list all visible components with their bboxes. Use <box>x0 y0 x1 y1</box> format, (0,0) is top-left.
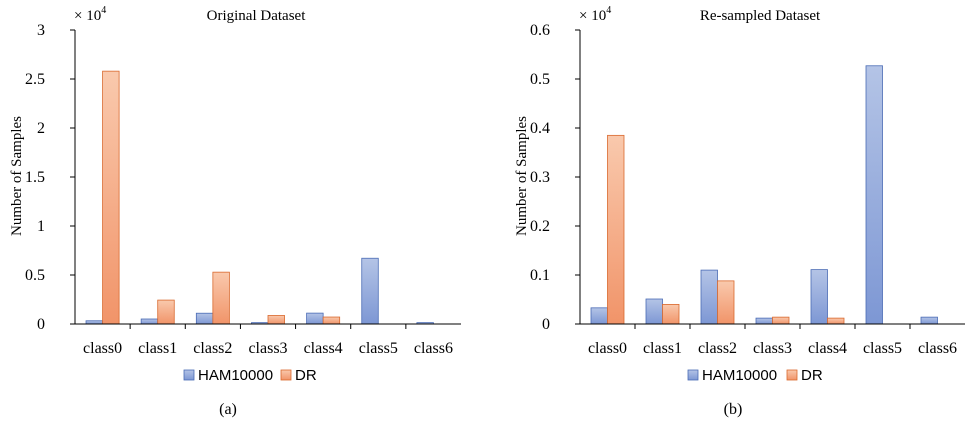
chart-b-ytick-label: 0.5 <box>530 71 550 88</box>
legend-a-label-ham10000: HAM10000 <box>198 367 273 384</box>
legend-b-label-ham10000: HAM10000 <box>702 367 777 384</box>
chart-b-bar-dr-class2 <box>717 280 735 325</box>
chart-b-legend: HAM10000 DR <box>687 367 823 384</box>
chart-a-x-axis-ticks: class0 class1 class2 class3 class4 class5 clas… <box>83 324 453 357</box>
chart-b-bar-ham10000-class2 <box>700 269 718 325</box>
chart-a-ytick-label: 1.5 <box>25 169 45 186</box>
legend-b-swatch-dr <box>786 369 798 381</box>
chart-b-bar-ham10000-class4 <box>810 269 828 325</box>
chart-a-ytick-label: 2 <box>37 120 45 137</box>
chart-a-ytick-label: 1 <box>37 218 45 235</box>
chart-a-bar-dr-class0 <box>102 70 120 325</box>
chart-a-bar-dr-class4 <box>322 316 341 325</box>
chart-b-xtick-label: class2 <box>698 340 737 357</box>
chart-a-bars <box>85 70 434 325</box>
chart-b-ylabel: Number of Samples <box>514 116 530 236</box>
legend-b-label-dr: DR <box>801 367 823 384</box>
chart-a-bar-dr-class3 <box>267 315 285 325</box>
chart-b-bar-ham10000-class5 <box>865 65 883 325</box>
chart-a-xtick-label: class0 <box>83 340 122 357</box>
chart-a-bar-ham10000-class5 <box>361 257 379 325</box>
chart-b-bar-dr-class0 <box>607 134 625 325</box>
chart-b-bars <box>590 65 938 325</box>
chart-b-bar-dr-class3 <box>772 316 790 325</box>
chart-a-xtick-label: class6 <box>414 340 453 357</box>
chart-b-xtick-label: class6 <box>918 340 957 357</box>
chart-a-xtick-label: class5 <box>359 340 398 357</box>
chart-b-x-axis-ticks: class0 class1 class2 class3 class4 class5 clas… <box>588 324 957 357</box>
chart-b-ytick-label: 0.6 <box>530 22 550 39</box>
chart-b-ytick-label: 0.4 <box>530 120 550 137</box>
chart-panel-b: Re-sampled Dataset × 104 Number of Sampl… <box>514 5 965 418</box>
chart-a-y-axis-ticks: 0 0.5 1 1.5 2 2.5 3 <box>25 22 75 333</box>
chart-a-bar-dr-class2 <box>212 271 230 325</box>
chart-b-ytick-label: 0.2 <box>530 218 550 235</box>
chart-b-bar-dr-class1 <box>662 303 680 325</box>
chart-a-title: Original Dataset <box>207 8 307 24</box>
chart-panel-a: Original Dataset × 104 Number of Samples… <box>9 5 461 418</box>
chart-a-ytick-label: 0 <box>37 316 45 333</box>
chart-a-xtick-label: class1 <box>138 340 177 357</box>
chart-b-ytick-label: 0 <box>542 316 550 333</box>
chart-a-ytick-label: 0.5 <box>25 267 45 284</box>
legend-a-swatch-dr <box>280 369 292 381</box>
chart-a-legend: HAM10000 DR <box>183 367 317 384</box>
chart-a-bar-ham10000-class4 <box>306 312 324 325</box>
chart-a-ytick-label: 2.5 <box>25 71 45 88</box>
chart-b-bar-ham10000-class0 <box>590 307 608 325</box>
chart-b-caption: (b) <box>724 401 743 418</box>
chart-b-bar-ham10000-class6 <box>920 316 938 325</box>
chart-b-xtick-label: class5 <box>863 340 902 357</box>
chart-b-bar-dr-class4 <box>827 317 845 325</box>
chart-b-y-axis-ticks: 0 0.1 0.2 0.3 0.4 0.5 0.6 <box>530 22 580 333</box>
chart-b-bar-ham10000-class3 <box>755 317 773 325</box>
chart-a-xtick-label: class2 <box>193 340 232 357</box>
chart-b-xtick-label: class4 <box>808 340 847 357</box>
chart-a-xtick-label: class3 <box>248 340 287 357</box>
chart-b-xtick-label: class0 <box>588 340 627 357</box>
chart-b-title: Re-sampled Dataset <box>700 8 821 24</box>
legend-b-swatch-ham10000 <box>687 369 699 381</box>
chart-b-ytick-label: 0.1 <box>530 267 550 284</box>
chart-b-ytick-label: 0.3 <box>530 169 550 186</box>
chart-a-bar-ham10000-class1 <box>140 318 159 325</box>
legend-a-swatch-ham10000 <box>183 369 195 381</box>
chart-a-bar-dr-class1 <box>157 299 175 325</box>
chart-a-scale-factor: × 104 <box>74 5 106 24</box>
chart-a-bar-ham10000-class2 <box>195 312 214 325</box>
chart-b-scale-factor: × 104 <box>579 5 611 24</box>
legend-a-label-dr: DR <box>295 367 317 384</box>
chart-a-caption: (a) <box>219 401 237 418</box>
chart-b-bar-ham10000-class1 <box>645 298 663 325</box>
chart-a-ytick-label: 3 <box>37 22 45 39</box>
chart-b-xtick-label: class1 <box>643 340 682 357</box>
chart-b-xtick-label: class3 <box>753 340 792 357</box>
chart-a-ylabel: Number of Samples <box>9 116 25 236</box>
chart-a-xtick-label: class4 <box>304 340 343 357</box>
